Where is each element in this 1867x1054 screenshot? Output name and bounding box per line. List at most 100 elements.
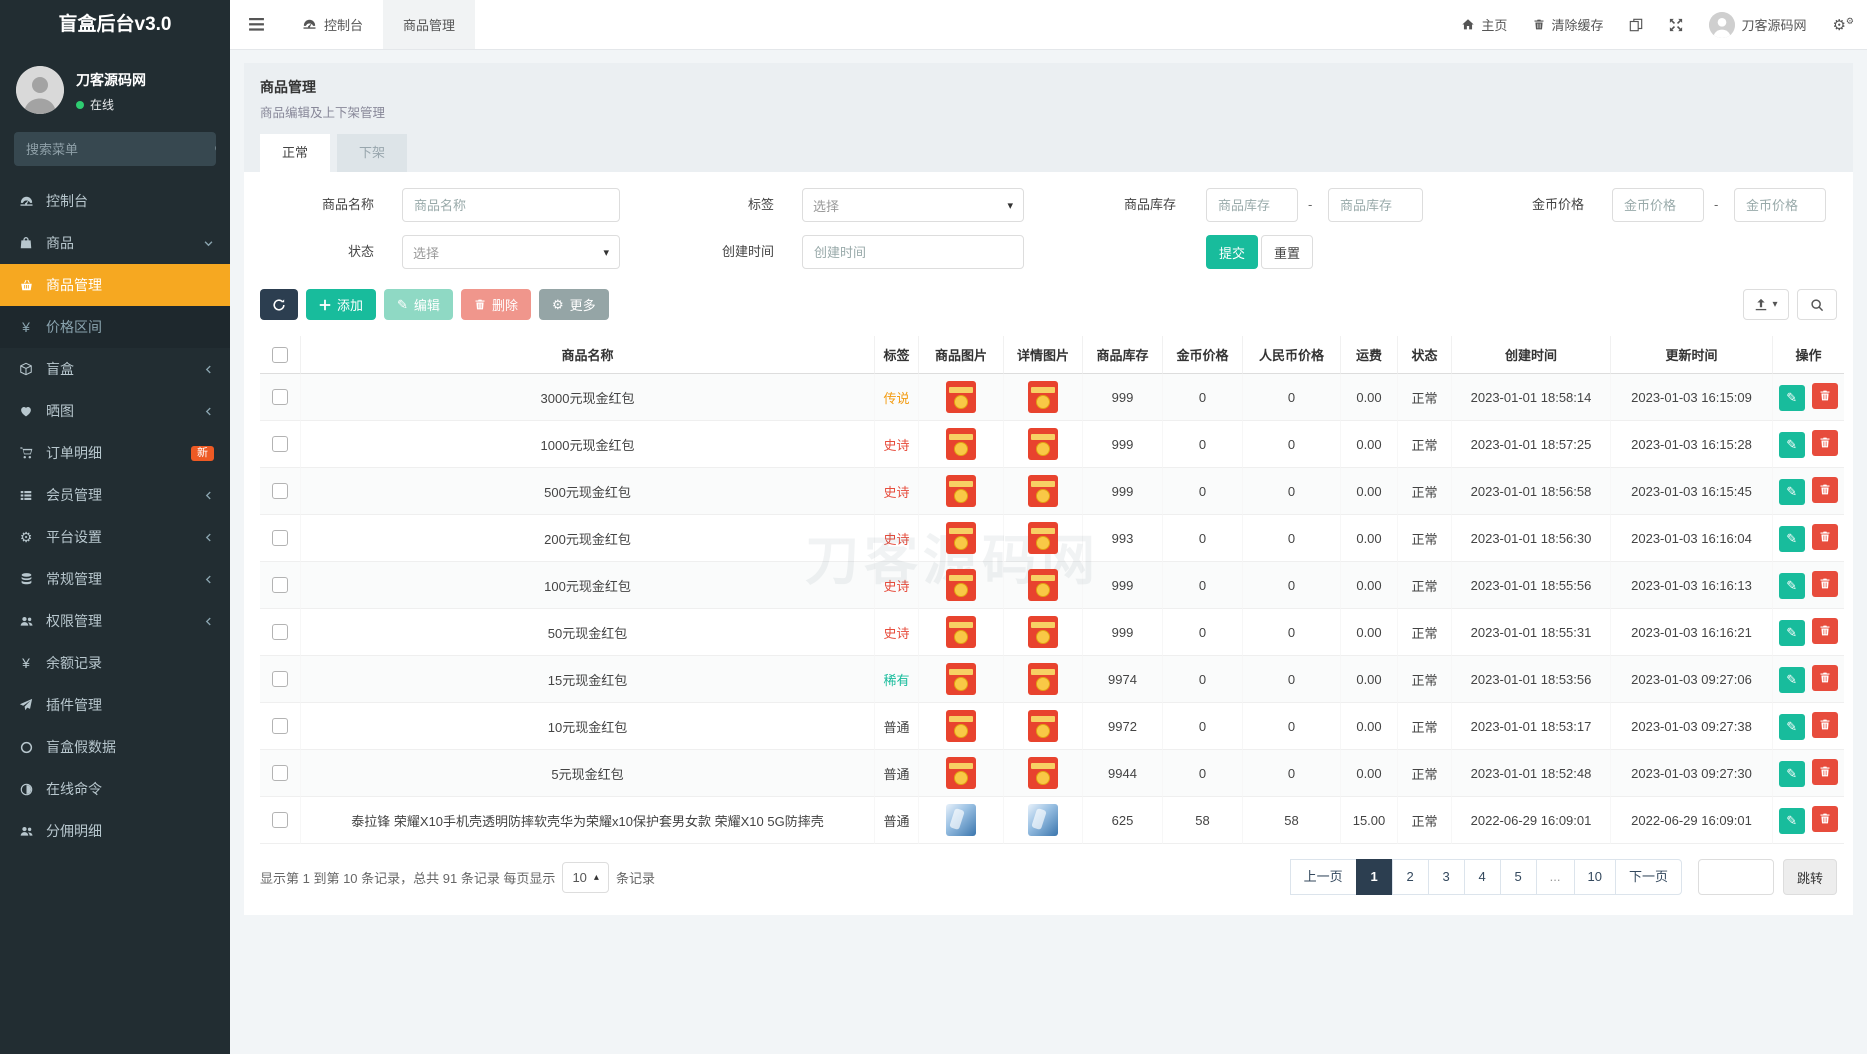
row-delete-button[interactable] xyxy=(1812,570,1839,597)
sidebar-item[interactable]: 商品管理 xyxy=(0,264,230,306)
gold-min-input[interactable] xyxy=(1612,188,1704,222)
page-button[interactable]: 上一页 xyxy=(1289,859,1357,895)
menu-search-button[interactable] xyxy=(214,132,216,166)
row-delete-button[interactable] xyxy=(1812,429,1839,456)
sidebar-item[interactable]: 插件管理 xyxy=(0,684,230,726)
page-button[interactable]: 10 xyxy=(1573,859,1616,895)
detail-image[interactable] xyxy=(1028,522,1058,554)
detail-image[interactable] xyxy=(1028,616,1058,648)
row-edit-button[interactable]: ✎ xyxy=(1778,761,1805,788)
row-delete-button[interactable] xyxy=(1812,382,1839,409)
row-delete-button[interactable] xyxy=(1812,523,1839,550)
page-button[interactable]: ... xyxy=(1535,859,1575,895)
row-edit-button[interactable]: ✎ xyxy=(1778,385,1805,412)
clear-cache-button[interactable]: 清除缓存 xyxy=(1520,0,1616,50)
product-image[interactable] xyxy=(946,804,976,836)
sidebar-item[interactable]: 分佣明细 xyxy=(0,810,230,852)
detail-image[interactable] xyxy=(1028,428,1058,460)
jump-button[interactable]: 跳转 xyxy=(1782,859,1837,895)
page-size-select[interactable]: 10 ▴ xyxy=(562,861,609,893)
row-checkbox[interactable] xyxy=(272,436,288,453)
status-filter-select[interactable]: 选择 ▾ xyxy=(402,235,620,269)
sidebar-item[interactable]: ¥ 余额记录 xyxy=(0,642,230,684)
detail-image[interactable] xyxy=(1028,569,1058,601)
product-image[interactable] xyxy=(946,475,976,507)
row-checkbox[interactable] xyxy=(272,389,288,406)
product-image[interactable] xyxy=(946,381,976,413)
row-edit-button[interactable]: ✎ xyxy=(1778,808,1805,835)
select-all-checkbox[interactable] xyxy=(272,346,288,363)
jump-page-input[interactable] xyxy=(1697,859,1774,895)
row-checkbox[interactable] xyxy=(272,624,288,641)
sidebar-item[interactable]: 商品 xyxy=(0,222,230,264)
detail-image[interactable] xyxy=(1028,804,1058,836)
row-checkbox[interactable] xyxy=(272,812,288,829)
sidebar-item[interactable]: 订单明细 新 xyxy=(0,432,230,474)
detail-image[interactable] xyxy=(1028,663,1058,695)
row-edit-button[interactable]: ✎ xyxy=(1778,667,1805,694)
row-delete-button[interactable] xyxy=(1812,805,1839,832)
product-image[interactable] xyxy=(946,616,976,648)
row-delete-button[interactable] xyxy=(1812,758,1839,785)
modules-button[interactable] xyxy=(1616,0,1656,50)
page-button[interactable]: 2 xyxy=(1391,859,1429,895)
refresh-button[interactable] xyxy=(260,289,298,320)
sidebar-item[interactable]: 晒图 xyxy=(0,390,230,432)
created-filter-input[interactable] xyxy=(802,235,1024,269)
page-button[interactable]: 下一页 xyxy=(1614,859,1682,895)
sidebar-item[interactable]: 盲盒 xyxy=(0,348,230,390)
sidebar-item[interactable]: 权限管理 xyxy=(0,600,230,642)
row-delete-button[interactable] xyxy=(1812,711,1839,738)
sidebar-item[interactable]: ¥ 价格区间 xyxy=(0,306,230,348)
sidebar-item[interactable]: 常规管理 xyxy=(0,558,230,600)
export-button[interactable]: ▾ xyxy=(1743,289,1789,320)
nav-tab[interactable]: 商品管理 xyxy=(383,0,476,49)
row-edit-button[interactable]: ✎ xyxy=(1778,620,1805,647)
sidebar-item[interactable]: 在线命令 xyxy=(0,768,230,810)
sidebar-item[interactable]: 盲盒假数据 xyxy=(0,726,230,768)
row-checkbox[interactable] xyxy=(272,671,288,688)
row-edit-button[interactable]: ✎ xyxy=(1778,479,1805,506)
sidebar-item[interactable]: ⚙ 平台设置 xyxy=(0,516,230,558)
home-button[interactable]: 主页 xyxy=(1448,0,1520,50)
detail-image[interactable] xyxy=(1028,757,1058,789)
add-button[interactable]: 添加 xyxy=(306,289,377,320)
hamburger-menu-button[interactable] xyxy=(230,0,282,49)
row-edit-button[interactable]: ✎ xyxy=(1778,714,1805,741)
row-edit-button[interactable]: ✎ xyxy=(1778,432,1805,459)
reset-button[interactable]: 重置 xyxy=(1261,235,1313,269)
search-toggle-button[interactable] xyxy=(1797,289,1837,320)
page-button[interactable]: 4 xyxy=(1463,859,1501,895)
page-button[interactable]: 1 xyxy=(1355,859,1393,895)
row-delete-button[interactable] xyxy=(1812,664,1839,691)
stock-max-input[interactable] xyxy=(1328,188,1423,222)
tag-filter-select[interactable]: 选择 ▾ xyxy=(802,188,1024,222)
status-tab[interactable]: 正常 xyxy=(260,134,331,172)
product-image[interactable] xyxy=(946,710,976,742)
delete-button[interactable]: 删除 xyxy=(460,289,531,320)
row-checkbox[interactable] xyxy=(272,765,288,782)
row-checkbox[interactable] xyxy=(272,577,288,594)
detail-image[interactable] xyxy=(1028,381,1058,413)
row-edit-button[interactable]: ✎ xyxy=(1778,573,1805,600)
more-button[interactable]: ⚙ 更多 xyxy=(538,289,609,320)
user-avatar[interactable] xyxy=(16,66,64,114)
page-button[interactable]: 3 xyxy=(1427,859,1465,895)
submit-button[interactable]: 提交 xyxy=(1206,235,1258,269)
product-image[interactable] xyxy=(946,428,976,460)
row-edit-button[interactable]: ✎ xyxy=(1778,526,1805,553)
sidebar-item[interactable]: 控制台 xyxy=(0,180,230,222)
row-delete-button[interactable] xyxy=(1812,476,1839,503)
menu-search-input[interactable] xyxy=(14,132,214,166)
product-image[interactable] xyxy=(946,522,976,554)
row-checkbox[interactable] xyxy=(272,718,288,735)
edit-button[interactable]: ✎ 编辑 xyxy=(384,289,453,320)
nav-tab[interactable]: 控制台 xyxy=(282,0,383,49)
page-button[interactable]: 5 xyxy=(1499,859,1537,895)
row-checkbox[interactable] xyxy=(272,530,288,547)
row-checkbox[interactable] xyxy=(272,483,288,500)
detail-image[interactable] xyxy=(1028,475,1058,507)
status-tab[interactable]: 下架 xyxy=(337,134,408,172)
stock-min-input[interactable] xyxy=(1206,188,1298,222)
product-image[interactable] xyxy=(946,663,976,695)
